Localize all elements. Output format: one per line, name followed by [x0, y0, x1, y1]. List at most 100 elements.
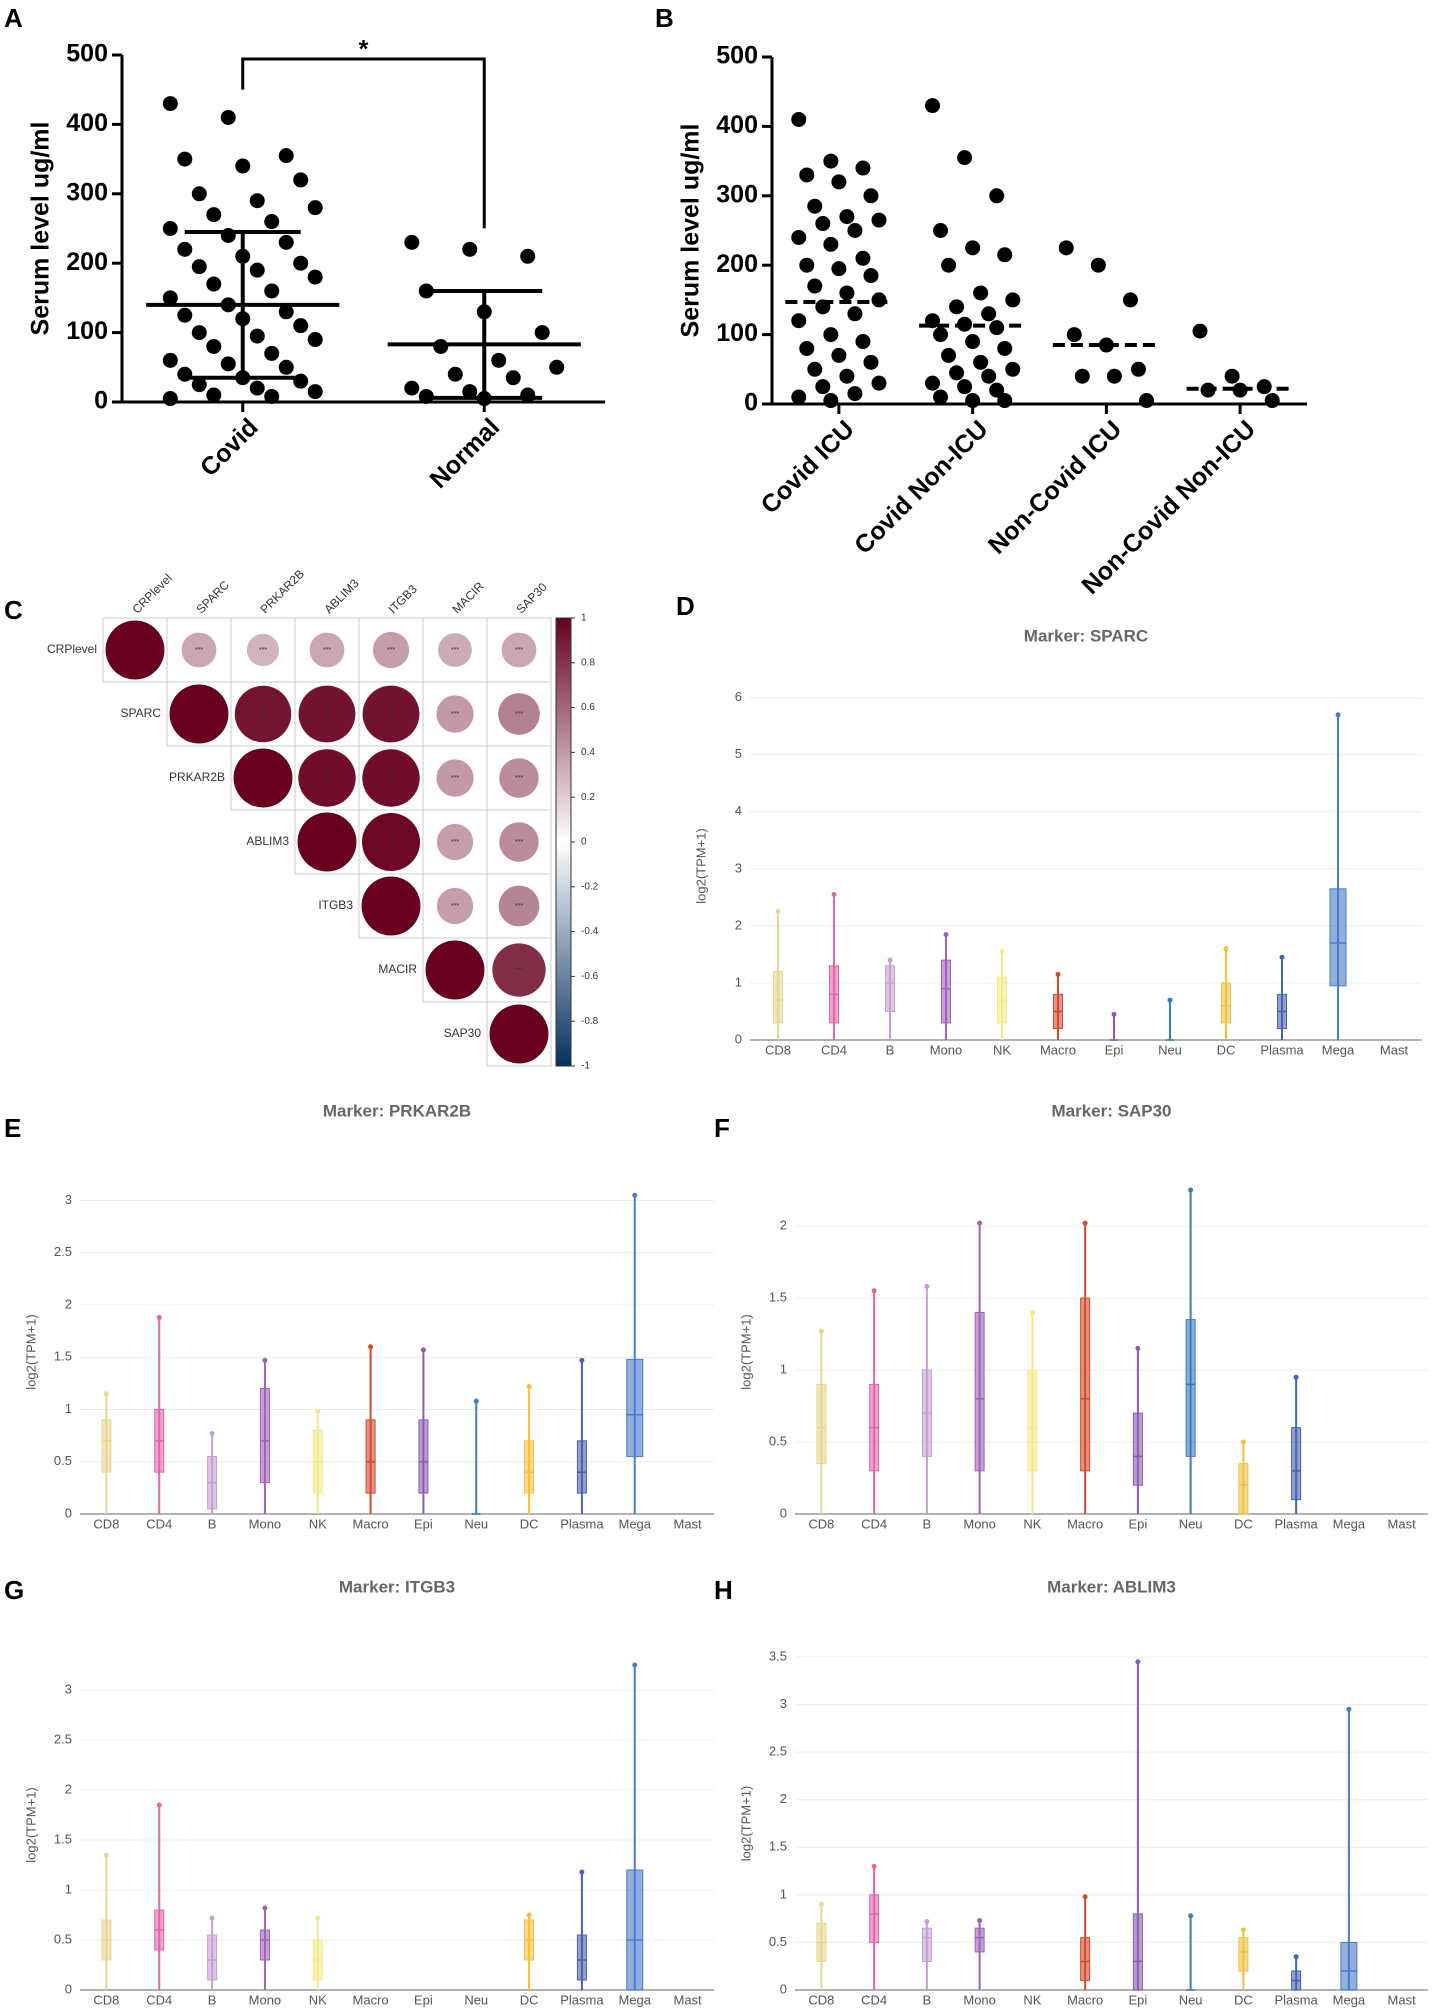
x-tick-label: Mono: [963, 1516, 996, 1531]
y-tick-label: 3: [65, 1192, 72, 1207]
significance-label: ***: [451, 647, 459, 654]
significance-label: ***: [259, 647, 267, 654]
colorbar-tick-label: 0.6: [581, 702, 595, 713]
chart-title: Marker: ITGB3: [339, 1577, 455, 1596]
correlation-circle: [362, 813, 420, 871]
data-point: [871, 292, 887, 308]
x-tick-label: NK: [309, 1992, 327, 2007]
x-tick-label: Mega: [1322, 1042, 1355, 1057]
correlation-circle: [501, 632, 537, 668]
box: [869, 1894, 880, 1943]
data-point: [997, 393, 1013, 409]
x-tick-label: Epi: [1128, 1516, 1147, 1531]
data-point: [1058, 240, 1074, 256]
data-point: [941, 257, 957, 273]
row-label: SAP30: [444, 1026, 482, 1040]
x-tick-label: Neu: [464, 1516, 488, 1531]
colorbar-tick-label: 0.4: [581, 747, 595, 758]
data-point: [235, 158, 251, 174]
max-point: [977, 1918, 983, 1924]
x-tick-label: Plasma: [1274, 1992, 1318, 2007]
x-tick-label: Plasma: [1260, 1042, 1304, 1057]
data-point: [1106, 368, 1122, 384]
x-tick-label: Epi: [1128, 1992, 1147, 2007]
panel-letter: E: [4, 1113, 21, 1143]
data-point: [831, 347, 847, 363]
x-tick-label: Neu: [1179, 1992, 1203, 2007]
data-point: [206, 387, 222, 403]
data-point: [404, 380, 420, 396]
data-point: [965, 240, 981, 256]
significance-label: ***: [387, 775, 395, 782]
x-tick-label: NK: [1023, 1992, 1041, 2007]
x-tick-label: Mast: [1388, 1516, 1417, 1531]
data-point: [191, 186, 207, 202]
data-point: [534, 325, 550, 341]
max-point: [209, 1915, 215, 1921]
correlation-circle: [362, 685, 420, 743]
data-point: [989, 382, 1005, 398]
y-tick-label: 1: [65, 1401, 72, 1416]
data-point: [249, 380, 265, 396]
correlation-circle: [499, 822, 539, 862]
data-point: [549, 359, 565, 375]
correlation-circle: [489, 1004, 549, 1064]
y-tick-label: 2: [780, 1217, 787, 1232]
data-point: [278, 359, 294, 375]
correlation-circle: [309, 632, 345, 668]
max-point: [831, 892, 837, 898]
data-point: [264, 214, 280, 230]
data-point: [973, 354, 989, 370]
colorbar-tick-label: -0.6: [581, 971, 599, 982]
max-point: [1293, 1954, 1299, 1960]
data-point: [831, 261, 847, 277]
data-point: [941, 347, 957, 363]
correlation-circle: [436, 759, 474, 797]
data-point: [520, 387, 536, 403]
max-point: [887, 957, 893, 963]
y-tick-label: 1.5: [54, 1831, 72, 1846]
row-label: PRKAR2B: [169, 770, 225, 784]
y-tick-label: 100: [66, 317, 108, 345]
y-tick-label: 500: [716, 42, 758, 70]
y-tick-label: 1: [65, 1881, 72, 1896]
data-point: [839, 368, 855, 384]
box: [418, 1419, 429, 1494]
max-point: [420, 1347, 426, 1353]
x-tick-label: CD8: [808, 1516, 834, 1531]
box: [207, 1934, 218, 1981]
column-label: PRKAR2B: [257, 567, 307, 617]
data-point: [823, 153, 839, 169]
max-point: [1082, 1220, 1088, 1226]
box: [974, 1927, 985, 1953]
data-point: [447, 366, 463, 382]
data-point: [278, 304, 294, 320]
data-point: [162, 352, 178, 368]
max-point: [818, 1901, 824, 1907]
correlation-circle: [436, 695, 474, 733]
x-tick-label: Mega: [1333, 1992, 1366, 2007]
x-tick-label: CD8: [765, 1042, 791, 1057]
data-point: [177, 241, 193, 257]
correlation-circle: [234, 685, 292, 743]
x-tick-label: Plasma: [560, 1516, 604, 1531]
x-tick-label: Epi: [414, 1992, 433, 2007]
significance-label: ***: [195, 647, 203, 654]
data-point: [1090, 257, 1106, 273]
max-point: [1135, 1345, 1141, 1351]
x-tick-label: Normal: [424, 413, 505, 494]
data-point: [847, 306, 863, 322]
cell: [486, 1001, 552, 1067]
correlation-circle: [233, 748, 293, 808]
y-tick-label: 0.5: [54, 1931, 72, 1946]
y-tick-label: 100: [716, 319, 758, 347]
x-tick-label: Neu: [1158, 1042, 1182, 1057]
box: [1221, 982, 1231, 1024]
max-point: [632, 1662, 638, 1668]
max-point: [1279, 954, 1285, 960]
x-tick-label: B: [923, 1516, 932, 1531]
data-point: [989, 320, 1005, 336]
correlation-circle: [246, 633, 280, 667]
x-tick-label: Macro: [1067, 1516, 1103, 1531]
y-tick-label: 0.5: [769, 1433, 787, 1448]
